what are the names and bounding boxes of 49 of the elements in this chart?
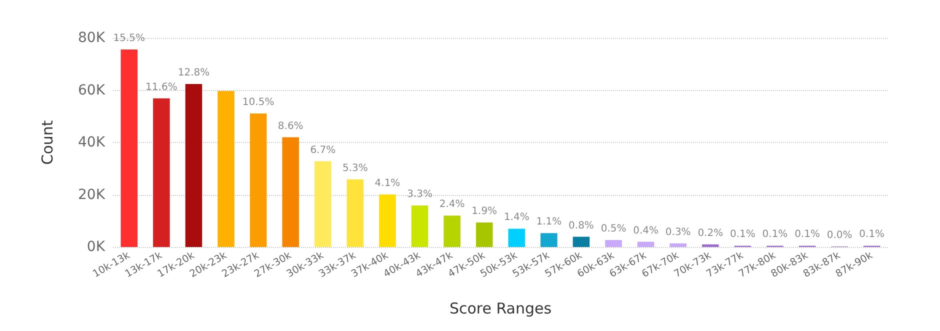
y-tick-label: 80K [78,30,106,46]
annotation: 0.2% [698,228,724,239]
annotation: 5.3% [342,162,368,174]
annotation: 1.4% [504,212,530,224]
annotation: 0.1% [859,229,885,240]
annotation: 8.6% [278,120,304,132]
annotation: 11.6% [146,82,178,93]
annotation: 1.9% [472,206,498,217]
bar [218,91,234,247]
annotation: 2.4% [439,199,465,210]
bar [444,216,460,247]
bar [250,114,267,247]
annotation: 6.7% [310,144,336,156]
bar [702,244,719,247]
bar [411,205,428,247]
bar [508,228,526,247]
annotation: 0.1% [762,229,788,240]
bar [185,84,202,247]
annotation: 0.1% [730,229,756,240]
bar [282,137,299,247]
bar [637,242,654,247]
bar [120,49,138,247]
y-tick-label: 0K [86,239,106,255]
annotation: 10.5% [242,97,274,108]
bar [153,98,170,247]
annotation: 3.3% [407,188,432,200]
annotation: 0.0% [826,230,852,241]
y-tick-label: 40K [78,134,106,150]
bar [346,179,364,247]
annotation: 15.5% [113,32,146,44]
y-tick-label: 20K [78,186,106,203]
annotation: 0.4% [633,225,659,236]
annotation: 0.8% [568,220,594,232]
bar [605,240,622,247]
annotation: 12.8% [178,67,210,78]
bar [379,194,396,247]
annotation: 4.1% [374,178,400,189]
bar [476,222,493,247]
bar [670,243,686,247]
annotation: 0.1% [794,229,820,240]
annotation: 0.3% [665,226,691,238]
bar [572,236,590,247]
annotation: 1.1% [536,216,562,228]
bar [314,161,332,247]
bar [540,233,558,247]
y-tick-label: 60K [78,82,106,98]
x-axis-title: Score Ranges [449,300,552,318]
y-axis-title: Count [38,120,56,165]
annotation: 0.5% [600,223,626,234]
